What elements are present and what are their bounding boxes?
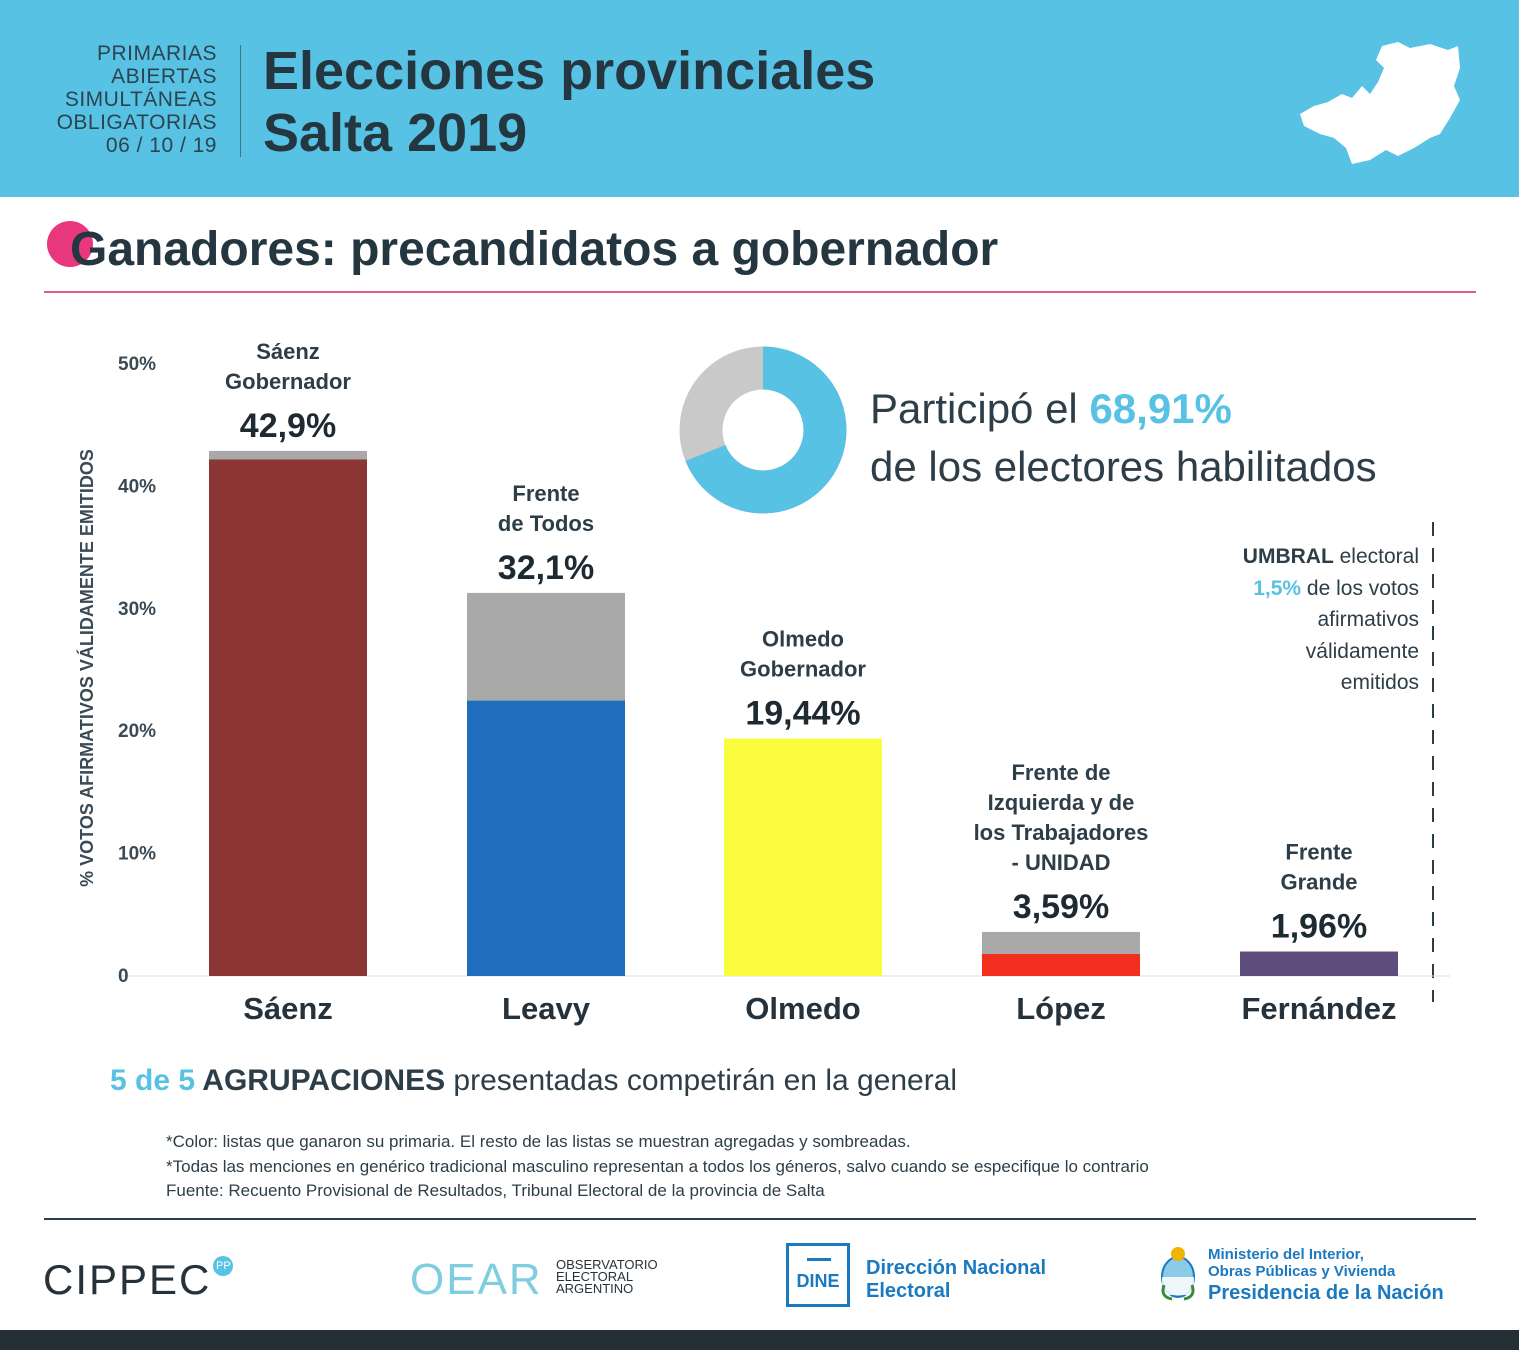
footnote: *Todas las menciones en genérico tradici… xyxy=(166,1156,1149,1176)
list-name-label: Izquierda y de xyxy=(988,790,1135,815)
salta-map-icon xyxy=(1300,42,1460,164)
header-banner: PRIMARIAS ABIERTAS SIMULTÁNEAS OBLIGATOR… xyxy=(0,0,1519,197)
bar-aggregated-sáenz xyxy=(209,450,367,460)
cippec-logo: CIPPEC PP xyxy=(43,1256,234,1304)
data-label: 32,1% xyxy=(498,549,594,587)
ministry-name: Ministerio del Interior, Obras Públicas … xyxy=(1208,1246,1444,1306)
threshold-text: válidamente xyxy=(1305,639,1419,663)
bar-fernández xyxy=(1240,951,1398,976)
x-tick-label: Leavy xyxy=(502,991,591,1026)
summary-bold: AGRUPACIONES xyxy=(195,1064,446,1097)
data-label: 19,44% xyxy=(745,695,860,733)
paso-line: ABIERTAS xyxy=(111,65,217,88)
x-tick-label: Olmedo xyxy=(745,991,860,1026)
threshold-note: UMBRAL electoral 1,5% de los votos afirm… xyxy=(1243,541,1419,699)
source-note: Fuente: Recuento Provisional de Resultad… xyxy=(166,1181,825,1200)
list-name-label: Frente de xyxy=(1011,760,1110,785)
data-label: 3,59% xyxy=(1013,888,1109,926)
dine-line: Dirección Nacional xyxy=(866,1257,1047,1279)
threshold-text: emitidos xyxy=(1340,671,1419,694)
y-tick-label: 0 xyxy=(118,966,129,987)
data-label: 42,9% xyxy=(240,407,336,445)
summary-rest: presentadas competirán en la general xyxy=(445,1064,958,1097)
vote-bar-chart: % VOTOS AFIRMATIVOS VÁLIDAMENTE EMITIDOS… xyxy=(76,339,1450,1026)
donut-participation xyxy=(679,346,847,514)
list-name-label: Gobernador xyxy=(740,657,866,682)
list-name-label: - UNIDAD xyxy=(1012,850,1111,875)
y-tick-label: 50% xyxy=(118,354,156,375)
ministry-line: Ministerio del Interior, xyxy=(1208,1246,1364,1263)
paso-line: PRIMARIAS xyxy=(96,42,217,65)
title-line-2: Salta 2019 xyxy=(263,103,528,163)
dine-logo: DINE xyxy=(786,1243,850,1307)
y-tick-label: 30% xyxy=(118,599,156,620)
participation-text: Participó el 68,91% de los electores hab… xyxy=(870,380,1377,496)
page-title: Elecciones provinciales Salta 2019 xyxy=(263,40,875,164)
oear-line: OBSERVATORIO xyxy=(556,1257,658,1272)
footnotes: *Color: listas que ganaron su primaria. … xyxy=(166,1130,1149,1204)
dine-line: Electoral xyxy=(866,1280,951,1302)
list-name-label: los Trabajadores xyxy=(974,820,1149,845)
list-name-label: Olmedo xyxy=(762,627,844,652)
participation-value: 68,91% xyxy=(1089,385,1232,432)
x-tick-label: Fernández xyxy=(1241,991,1396,1026)
list-name-label: Frente xyxy=(512,481,579,506)
section-title: Ganadores: precandidatos a gobernador xyxy=(70,223,999,276)
threshold-text: afirmativos xyxy=(1317,608,1419,631)
oear-line: ELECTORAL xyxy=(556,1269,634,1284)
summary-count: 5 de 5 xyxy=(110,1064,196,1097)
list-name-label: Sáenz xyxy=(256,339,320,364)
x-tick-label: Sáenz xyxy=(243,991,333,1026)
participation-line-2: de los electores habilitados xyxy=(870,443,1377,490)
footnote: *Color: listas que ganaron su primaria. … xyxy=(166,1132,911,1151)
bar-aggregated-leavy xyxy=(467,592,625,701)
threshold-word: UMBRAL xyxy=(1242,545,1334,568)
bar-leavy xyxy=(467,700,625,976)
bar-sáenz xyxy=(209,459,367,976)
footer-bar xyxy=(0,1330,1519,1350)
bar-aggregated-lópez xyxy=(982,931,1140,954)
y-tick-label: 10% xyxy=(118,844,156,865)
threshold-pct: 1,5% xyxy=(1253,576,1302,600)
list-name-label: Grande xyxy=(1280,870,1357,895)
list-name-label: Frente xyxy=(1285,840,1352,865)
participation-prefix: Participó el xyxy=(870,385,1090,432)
summary-line: 5 de 5 AGRUPACIONES presentadas competir… xyxy=(110,1064,957,1098)
header-divider xyxy=(240,45,241,157)
section-divider xyxy=(44,291,1476,293)
title-line-1: Elecciones provinciales xyxy=(263,41,876,101)
bar-lópez xyxy=(982,953,1140,976)
cippec-mark: PP xyxy=(213,1256,234,1276)
election-date: 06 / 10 / 19 xyxy=(105,134,217,157)
threshold-text: electoral xyxy=(1333,545,1419,568)
list-name-label: Gobernador xyxy=(225,369,351,394)
x-tick-label: López xyxy=(1016,991,1106,1026)
data-label: 1,96% xyxy=(1271,908,1367,946)
ministry-line: Obras Públicas y Vivienda xyxy=(1208,1263,1396,1280)
footer-divider xyxy=(44,1218,1476,1220)
threshold-text: de los votos xyxy=(1301,576,1419,600)
y-tick-label: 40% xyxy=(118,476,156,497)
oear-line: ARGENTINO xyxy=(556,1281,634,1296)
oear-mark: OEAR xyxy=(410,1255,543,1304)
participation-donut xyxy=(679,346,847,514)
dine-name: Dirección Nacional Electoral xyxy=(866,1257,1046,1303)
cippec-name: CIPPEC xyxy=(43,1256,212,1303)
section-bullet xyxy=(47,221,93,267)
national-seal-icon xyxy=(1161,1247,1195,1301)
y-tick-label: 20% xyxy=(118,721,156,742)
paso-label: PRIMARIAS ABIERTAS SIMULTÁNEAS OBLIGATOR… xyxy=(57,42,217,157)
oear-text: OBSERVATORIO ELECTORAL ARGENTINO xyxy=(556,1257,658,1296)
paso-line: SIMULTÁNEAS xyxy=(64,88,217,111)
bar-olmedo xyxy=(724,738,882,976)
y-axis-label: % VOTOS AFIRMATIVOS VÁLIDAMENTE EMITIDOS xyxy=(76,449,97,887)
presidency-name: Presidencia de la Nación xyxy=(1208,1282,1444,1304)
list-name-label: de Todos xyxy=(498,511,594,536)
paso-line: OBLIGATORIAS xyxy=(56,111,217,134)
